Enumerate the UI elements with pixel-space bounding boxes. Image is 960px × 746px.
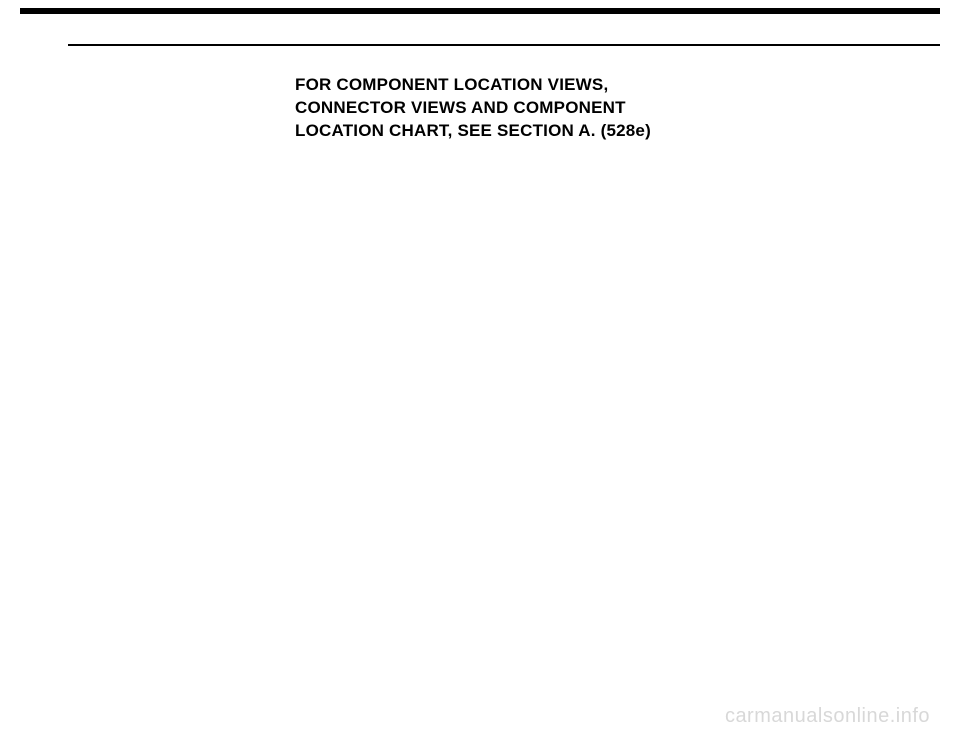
content-line-2: CONNECTOR VIEWS AND COMPONENT	[295, 97, 651, 120]
main-content: FOR COMPONENT LOCATION VIEWS, CONNECTOR …	[295, 74, 651, 143]
watermark: carmanualsonline.info	[725, 705, 930, 728]
content-line-1: FOR COMPONENT LOCATION VIEWS,	[295, 74, 651, 97]
divider-line	[68, 44, 940, 46]
top-bar	[20, 8, 940, 14]
content-line-3: LOCATION CHART, SEE SECTION A. (528e)	[295, 120, 651, 143]
